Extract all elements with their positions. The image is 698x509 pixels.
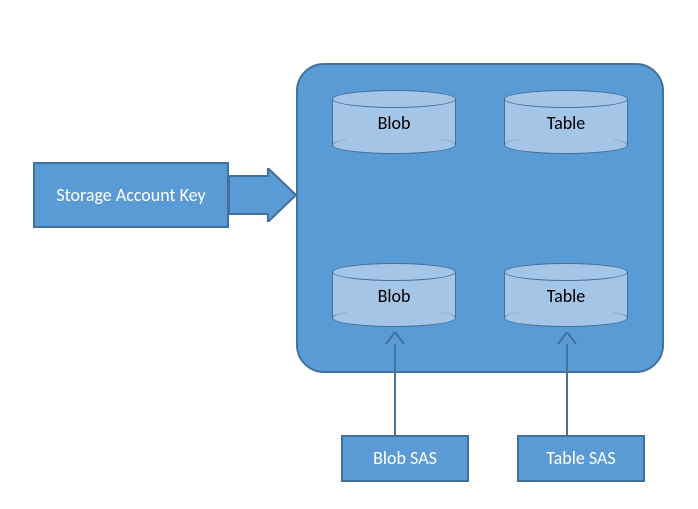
table-cylinder-top-label: Table — [547, 112, 586, 134]
blob-cylinder-bottom: Blob — [332, 263, 456, 327]
storage-account-key-label: Storage Account Key — [56, 185, 205, 206]
blob-sas-box: Blob SAS — [341, 435, 469, 482]
table-sas-box: Table SAS — [517, 435, 645, 482]
storage-account-key-box: Storage Account Key — [33, 162, 229, 228]
blob-cylinder-top-label: Blob — [378, 112, 411, 134]
blob-cylinder-top: Blob — [332, 90, 456, 154]
blob-sas-label: Blob SAS — [373, 448, 437, 469]
blob-sas-arrow — [384, 332, 406, 435]
table-sas-arrow — [556, 332, 578, 435]
table-cylinder-bottom: Table — [504, 263, 628, 327]
table-cylinder-bottom-label: Table — [547, 285, 586, 307]
table-cylinder-top: Table — [504, 90, 628, 154]
storage-key-arrow — [229, 168, 296, 222]
blob-cylinder-bottom-label: Blob — [378, 285, 411, 307]
table-sas-label: Table SAS — [546, 448, 615, 469]
